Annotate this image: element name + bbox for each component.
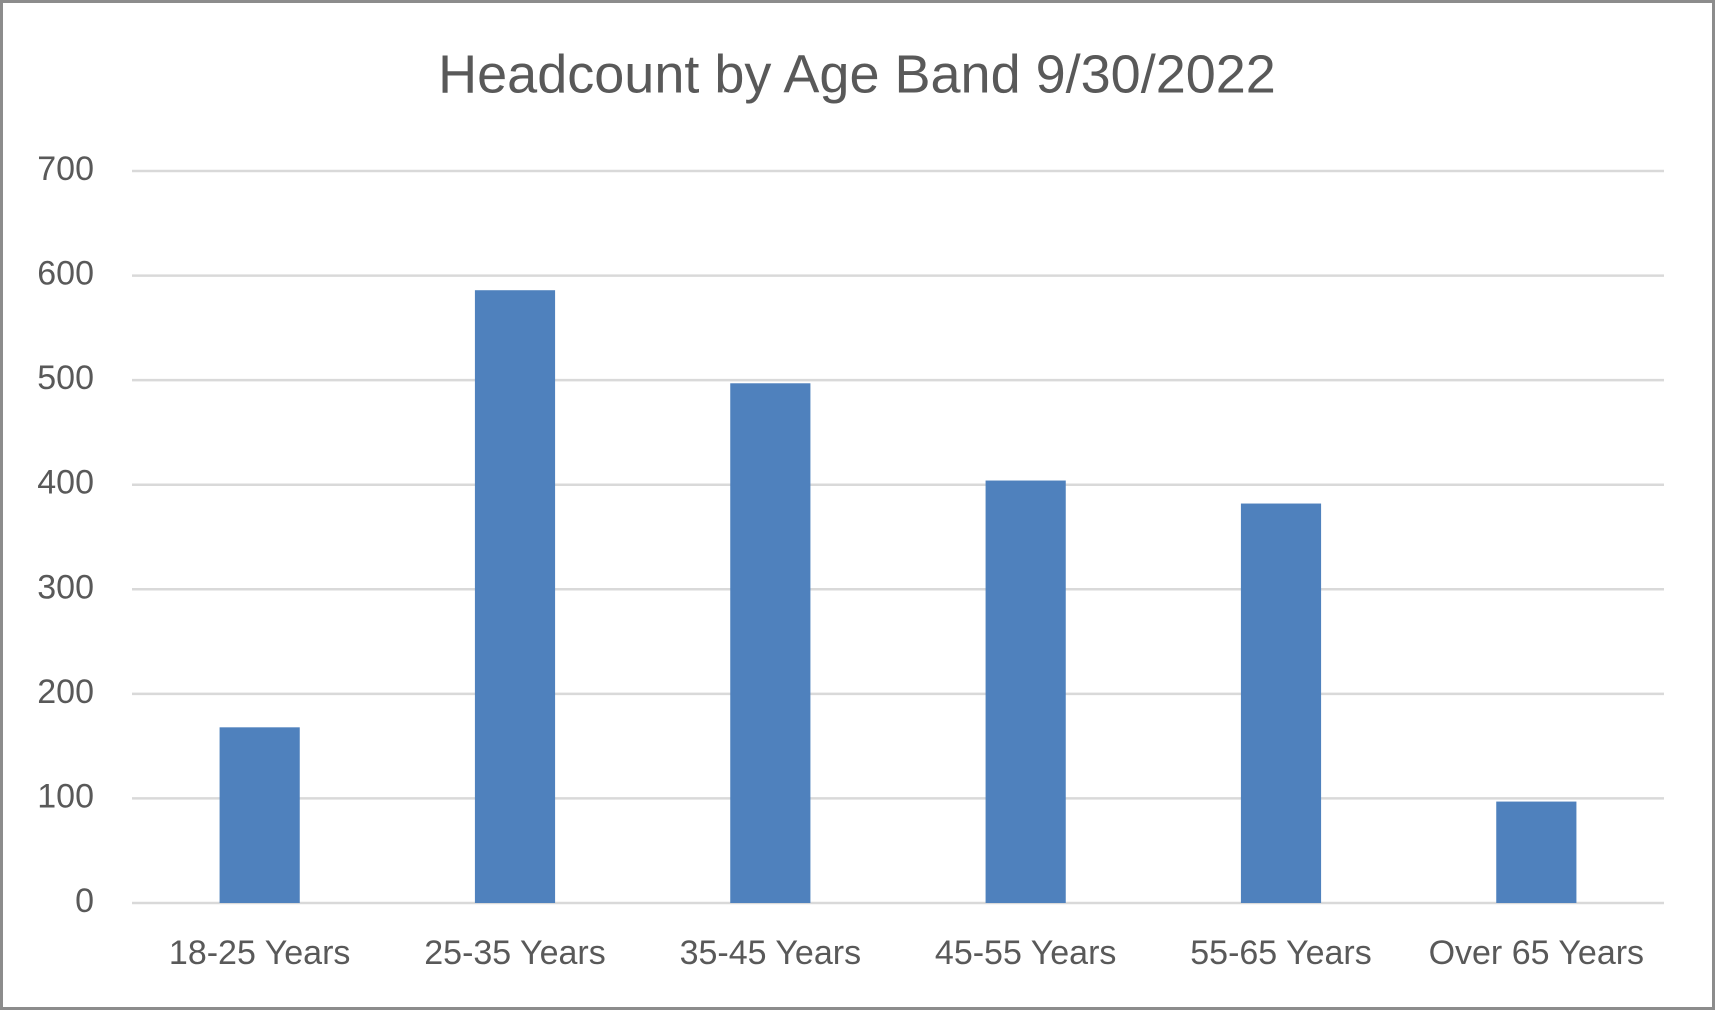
x-tick-label: 18-25 Years	[169, 934, 351, 972]
bar	[730, 383, 811, 903]
x-tick-label: Over 65 Years	[1429, 934, 1644, 972]
y-tick-label: 200	[37, 673, 94, 711]
x-tick-label: 25-35 Years	[424, 934, 606, 972]
chart-title: Headcount by Age Band 9/30/2022	[438, 44, 1276, 104]
y-tick-label: 300	[37, 568, 94, 606]
bar	[1240, 503, 1322, 903]
x-tick-label: 35-45 Years	[680, 934, 862, 972]
bar	[474, 290, 556, 903]
y-tick-label: 100	[37, 777, 94, 815]
x-tick-label: 45-55 Years	[935, 934, 1117, 972]
y-tick-label: 0	[75, 882, 94, 920]
x-tick-label: 55-65 Years	[1190, 934, 1372, 972]
bar	[1496, 801, 1577, 903]
bar	[985, 480, 1066, 903]
y-tick-label: 700	[37, 150, 94, 188]
y-tick-label: 500	[37, 359, 94, 397]
y-tick-label: 400	[37, 464, 94, 502]
y-tick-label: 600	[37, 255, 94, 293]
bar	[219, 727, 300, 903]
